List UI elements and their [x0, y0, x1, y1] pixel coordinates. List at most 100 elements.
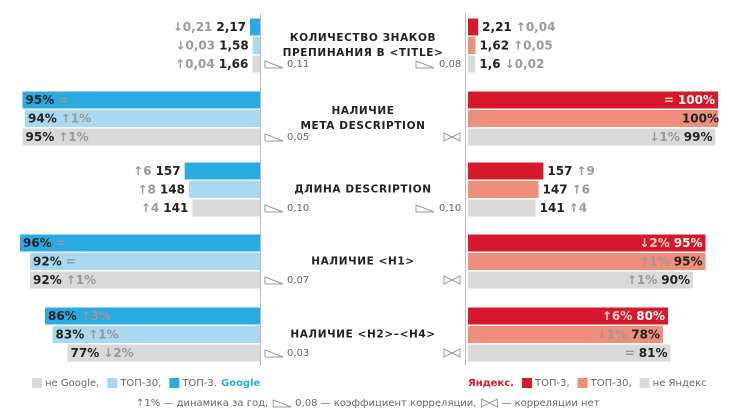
bar	[184, 162, 260, 180]
value-label: 96% =	[23, 236, 66, 250]
bar	[468, 55, 476, 73]
bar	[468, 18, 479, 36]
value-label: ↓1% 78%	[597, 327, 660, 341]
change: ↓0,21	[173, 20, 213, 34]
bar	[192, 199, 260, 217]
change: ↓1%	[597, 327, 627, 341]
correlation: 0,03	[287, 348, 309, 359]
value: 157	[547, 164, 572, 178]
no-correlation-icon	[443, 275, 461, 285]
bar	[468, 253, 706, 270]
bar	[468, 199, 536, 217]
bar	[22, 128, 260, 146]
value-label: 83% ↑1%	[56, 327, 119, 341]
legend-label: не Яндекс	[653, 378, 707, 389]
value: 95%	[674, 236, 703, 250]
change: ↑8	[137, 182, 155, 196]
value: 2,21	[482, 20, 512, 34]
value-label: = 81%	[625, 346, 668, 360]
value: 1,6	[479, 57, 500, 71]
change: =	[66, 254, 76, 268]
legend-label: ТОП-30,	[119, 378, 161, 389]
bar	[252, 55, 260, 73]
value: 92%	[33, 254, 62, 268]
change: ↓1%	[649, 130, 679, 144]
no-correlation-icon	[480, 398, 498, 408]
value: 92%	[33, 273, 62, 287]
change: ↑4	[569, 201, 587, 215]
value: 80%	[636, 309, 665, 323]
value-label: ↓0,21 2,17	[173, 20, 246, 34]
legend-swatch	[639, 378, 650, 388]
bar	[468, 326, 663, 343]
bar	[25, 110, 260, 127]
bar	[468, 307, 668, 325]
value-label: ↑1% 90%	[627, 273, 690, 287]
change: =	[664, 93, 674, 107]
correlation-icon	[264, 204, 284, 213]
value: 1,58	[219, 38, 249, 52]
section-title: ДЛИНА DESCRIPTION	[294, 184, 431, 196]
change: ↓0,02	[505, 57, 545, 71]
value-label: 77% ↓2%	[71, 346, 134, 360]
bar	[468, 344, 671, 362]
change: =	[56, 236, 66, 250]
legend-label: ТОП-3,	[534, 378, 570, 389]
value: 95%	[674, 254, 703, 268]
value: 78%	[631, 327, 660, 341]
correlation: 0,10	[439, 203, 461, 214]
footnote: ↑1% — динамика за год,	[136, 398, 268, 409]
value-label: ↑4 141	[141, 201, 188, 215]
legend-swatch	[107, 378, 118, 388]
value-label: ↑6% 80%	[602, 309, 665, 323]
value-label: = 100%	[664, 93, 715, 107]
legend-label: ТОП-3.	[181, 378, 217, 389]
value: 147	[543, 182, 568, 196]
value-label: 86% ↑3%	[48, 309, 111, 323]
correlation-icon	[264, 276, 284, 285]
correlation-icon	[264, 349, 284, 358]
value: 86%	[48, 309, 77, 323]
change: ↑1%	[88, 327, 118, 341]
legend-swatch	[169, 378, 180, 388]
correlation-icon	[264, 133, 284, 142]
value: 141	[540, 201, 565, 215]
value-label: ↑0,04 1,66	[175, 57, 248, 71]
change: ↓0,03	[175, 38, 215, 52]
bar	[468, 234, 706, 252]
change: ↑6%	[602, 309, 632, 323]
value-label: 1,62 ↑0,05	[479, 38, 552, 52]
value: 1,66	[219, 57, 249, 71]
bar	[468, 271, 693, 289]
value-label: ↓0,03 1,58	[175, 38, 248, 52]
value-label: ↓2% 95%	[639, 236, 702, 250]
change: ↓2%	[639, 236, 669, 250]
value-label: 92% ↑1%	[33, 273, 96, 287]
value: 81%	[639, 346, 668, 360]
legend-swatch	[521, 378, 532, 388]
bar	[468, 91, 718, 109]
value: 100%	[682, 111, 719, 125]
value-label: 147 ↑6	[543, 182, 590, 196]
bar	[30, 271, 260, 289]
bar	[468, 162, 544, 180]
footnote: — корреляции нет	[501, 398, 599, 409]
change: ↑1%	[627, 273, 657, 287]
legend-label: не Google,	[45, 378, 99, 389]
bar	[468, 181, 539, 198]
value: 96%	[23, 236, 52, 250]
bar	[252, 37, 260, 54]
section-title: ПРЕПИНАНИЯ В <TITLE>	[283, 47, 444, 59]
change: ↑1%	[66, 273, 96, 287]
change: ↑6	[133, 164, 151, 178]
change: =	[58, 93, 68, 107]
change: ↑1%	[639, 254, 669, 268]
section-title: НАЛИЧИЕ <H2>–<H4>	[290, 329, 435, 341]
value-label: ↑6 157	[133, 164, 180, 178]
bar	[250, 18, 260, 36]
bar	[45, 307, 260, 325]
legend-brand: Google	[221, 378, 261, 389]
change: ↑1%	[61, 111, 91, 125]
change: ↑0,04	[175, 57, 215, 71]
